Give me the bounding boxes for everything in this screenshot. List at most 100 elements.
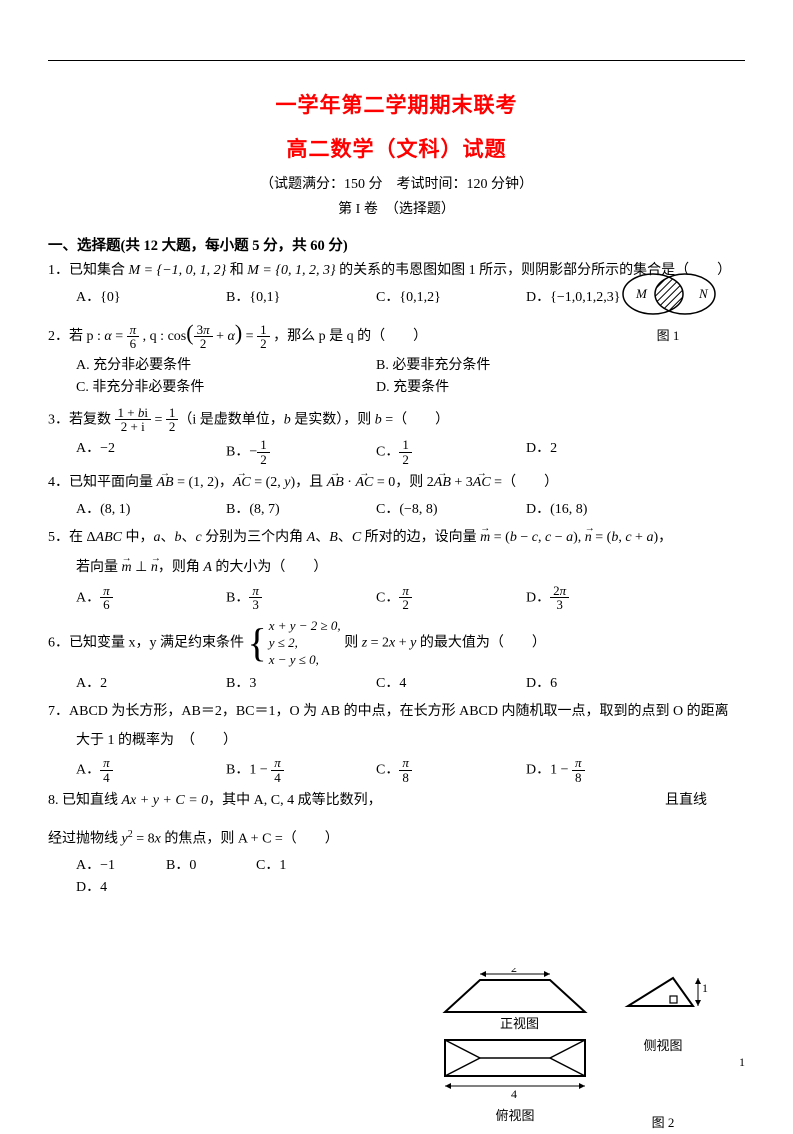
q1-set-m2: M = {0, 1, 2, 3} bbox=[247, 263, 335, 278]
question-3: 3．若复数 1 + bi2 + i = 12（i 是虚数单位，b 是实数），则 … bbox=[48, 406, 745, 467]
lc4: C． bbox=[376, 502, 399, 517]
q6d: 6 bbox=[550, 676, 557, 691]
q2-opt-d: D. 充要条件 bbox=[376, 377, 676, 399]
lb8: B． bbox=[166, 858, 189, 873]
q8c: 1 bbox=[279, 858, 286, 873]
q1-set-m1: M = {−1, 0, 1, 2} bbox=[129, 263, 227, 278]
q6-opt-c: C．4 bbox=[376, 673, 526, 695]
q5-opt-d: D．2π3 bbox=[526, 584, 676, 612]
q5-options: A．π6 B．π3 C．π2 D．2π3 bbox=[48, 584, 745, 612]
lc7: C． bbox=[376, 762, 399, 777]
q3a: −2 bbox=[100, 441, 115, 456]
q6-opt-a: A．2 bbox=[76, 673, 226, 695]
lb: B． bbox=[226, 290, 249, 305]
q1-mid: 和 bbox=[230, 263, 248, 278]
q4c: (−8, 8) bbox=[399, 502, 437, 517]
q6-opt-d: D．6 bbox=[526, 673, 676, 695]
q7-opt-d: D．1 − π8 bbox=[526, 756, 676, 784]
caption-top: 俯视图 bbox=[425, 1106, 605, 1127]
q7-opt-c: C．π8 bbox=[376, 756, 526, 784]
figure-1-caption: 图 1 bbox=[598, 326, 738, 347]
q2-opt-b: B. 必要非充分条件 bbox=[376, 355, 676, 377]
q5-opt-a: A．π6 bbox=[76, 584, 226, 612]
q7-opt-a: A．π4 bbox=[76, 756, 226, 784]
q3-opt-a: A．−2 bbox=[76, 438, 226, 466]
question-6: 6．已知变量 x，y 满足约束条件 { x + y − 2 ≥ 0, y ≤ 2… bbox=[48, 618, 745, 695]
caption-side: 侧视图 bbox=[618, 1036, 708, 1057]
exam-meta: （试题满分：150 分 考试时间：120 分钟） bbox=[48, 174, 745, 196]
q3d: 2 bbox=[550, 441, 557, 456]
ld4: D． bbox=[526, 502, 550, 517]
la6: A． bbox=[76, 676, 100, 691]
q4-options: A．(8, 1) B．(8, 7) C．(−8, 8) D．(16, 8) bbox=[48, 499, 745, 521]
ld8: D． bbox=[76, 880, 100, 895]
ld6: D． bbox=[526, 676, 550, 691]
q2-post: ，那么 p 是 q 的（ ） bbox=[273, 329, 427, 344]
q8-opt-d: D．4 bbox=[76, 877, 166, 899]
q6-options: A．2 B．3 C．4 D．6 bbox=[48, 673, 745, 695]
section-1-heading: 一、选择题(共 12 大题，每小题 5 分，共 60 分) bbox=[48, 235, 745, 258]
q3-options: A．−2 B．−12 C．12 D．2 bbox=[48, 438, 745, 466]
la5: A． bbox=[76, 590, 100, 605]
q4-opt-b: B．(8, 7) bbox=[226, 499, 376, 521]
q5-opt-c: C．π2 bbox=[376, 584, 526, 612]
q3-opt-c: C．12 bbox=[376, 438, 526, 466]
ld5: D． bbox=[526, 590, 550, 605]
figure-2-side: 1 侧视图 图 2 bbox=[618, 968, 708, 1134]
lc3: C． bbox=[376, 444, 399, 459]
caption-front: 正视图 bbox=[500, 1016, 539, 1031]
question-8: 8. 已知直线 Ax + y + C = 0，其中 A, C, 4 成等比数列，… bbox=[48, 790, 745, 899]
q8d: 4 bbox=[100, 880, 107, 895]
q6-sys1: x + y − 2 ≥ 0, bbox=[269, 618, 341, 633]
lc6: C． bbox=[376, 676, 399, 691]
q8-options: A．−1 B．0 C．1 D．4 bbox=[48, 855, 418, 900]
q6c: 4 bbox=[399, 676, 406, 691]
question-7: 7．ABCD 为长方形，AB＝2，BC＝1，O 为 AB 的中点，在长方形 AB… bbox=[48, 701, 745, 784]
q7-options: A．π4 B．1 − π4 C．π8 D．1 − π8 bbox=[48, 756, 745, 784]
q6-sys2: y ≤ 2, bbox=[269, 635, 298, 650]
q3-opt-d: D．2 bbox=[526, 438, 676, 466]
q1-stem-pre: 1．已知集合 bbox=[48, 263, 129, 278]
lc: C． bbox=[376, 290, 399, 305]
q6-sys3: x − y ≤ 0, bbox=[269, 652, 319, 667]
q2-mid: , q : bbox=[143, 329, 168, 344]
q1-opt-c: C．{0,1,2} bbox=[376, 287, 526, 309]
lc8: C． bbox=[256, 858, 279, 873]
page-number: 1 bbox=[739, 1053, 745, 1072]
q4-opt-d: D．(16, 8) bbox=[526, 499, 676, 521]
question-5: 5．在 ΔABC 中，a、b、c 分别为三个内角 A、B、C 所对的边，设向量 … bbox=[48, 527, 745, 612]
lb5: B． bbox=[226, 590, 249, 605]
figure-1-venn: M N 图 1 bbox=[598, 270, 738, 347]
q4b: (8, 7) bbox=[249, 502, 279, 517]
q8b: 0 bbox=[189, 858, 196, 873]
q1-opt-a: A．{0} bbox=[76, 287, 226, 309]
q3-opt-b: B．−12 bbox=[226, 438, 376, 466]
dim-side: 1 bbox=[702, 981, 708, 995]
q5-stem2: 若向量 m ⊥ n，则角 A 的大小为（ ） bbox=[48, 557, 745, 579]
figure-2-front-top: 2 正视图 4 俯视图 bbox=[425, 968, 605, 1127]
q4-opt-a: A．(8, 1) bbox=[76, 499, 226, 521]
q8-stem1: 8. 已知直线 Ax + y + C = 0，其中 A, C, 4 成等比数列， bbox=[48, 790, 408, 812]
ld3: D． bbox=[526, 441, 550, 456]
la3: A． bbox=[76, 441, 100, 456]
lb7: B． bbox=[226, 762, 249, 777]
q8-s2post: 的焦点，则 A + C =（ ） bbox=[161, 831, 339, 846]
q2-pre: 2．若 p : bbox=[48, 329, 104, 344]
dim-bottom: 4 bbox=[511, 1087, 517, 1098]
question-4: 4．已知平面向量 AB = (1, 2)，AC = (2, y)，且 AB · … bbox=[48, 472, 745, 521]
q2-options: A. 充分非必要条件 B. 必要非充分条件 C. 非充分非必要条件 D. 充要条… bbox=[48, 355, 745, 400]
lb3: B． bbox=[226, 444, 249, 459]
q4-opt-c: C．(−8, 8) bbox=[376, 499, 526, 521]
q1-b-val: 0,1 bbox=[256, 290, 274, 305]
q8-stem2: 经过抛物线 y2 = 8x 的焦点，则 A + C =（ ） bbox=[48, 827, 418, 851]
q2-opt-a: A. 充分非必要条件 bbox=[76, 355, 376, 377]
venn-label-n: N bbox=[698, 286, 709, 301]
ld7: D． bbox=[526, 762, 550, 777]
exam-part: 第 I 卷 （选择题） bbox=[48, 199, 745, 221]
q3-stem: 3．若复数 1 + bi2 + i = 12（i 是虚数单位，b 是实数），则 … bbox=[48, 406, 745, 434]
q7-stem1: 7．ABCD 为长方形，AB＝2，BC＝1，O 为 AB 的中点，在长方形 AB… bbox=[48, 701, 745, 723]
q4-stem: 4．已知平面向量 AB = (1, 2)，AC = (2, y)，且 AB · … bbox=[48, 472, 745, 494]
q6-stem: 6．已知变量 x，y 满足约束条件 { x + y − 2 ≥ 0, y ≤ 2… bbox=[48, 618, 745, 669]
dim-top: 2 bbox=[511, 968, 517, 975]
q8-s2pre: 经过抛物线 bbox=[48, 831, 122, 846]
